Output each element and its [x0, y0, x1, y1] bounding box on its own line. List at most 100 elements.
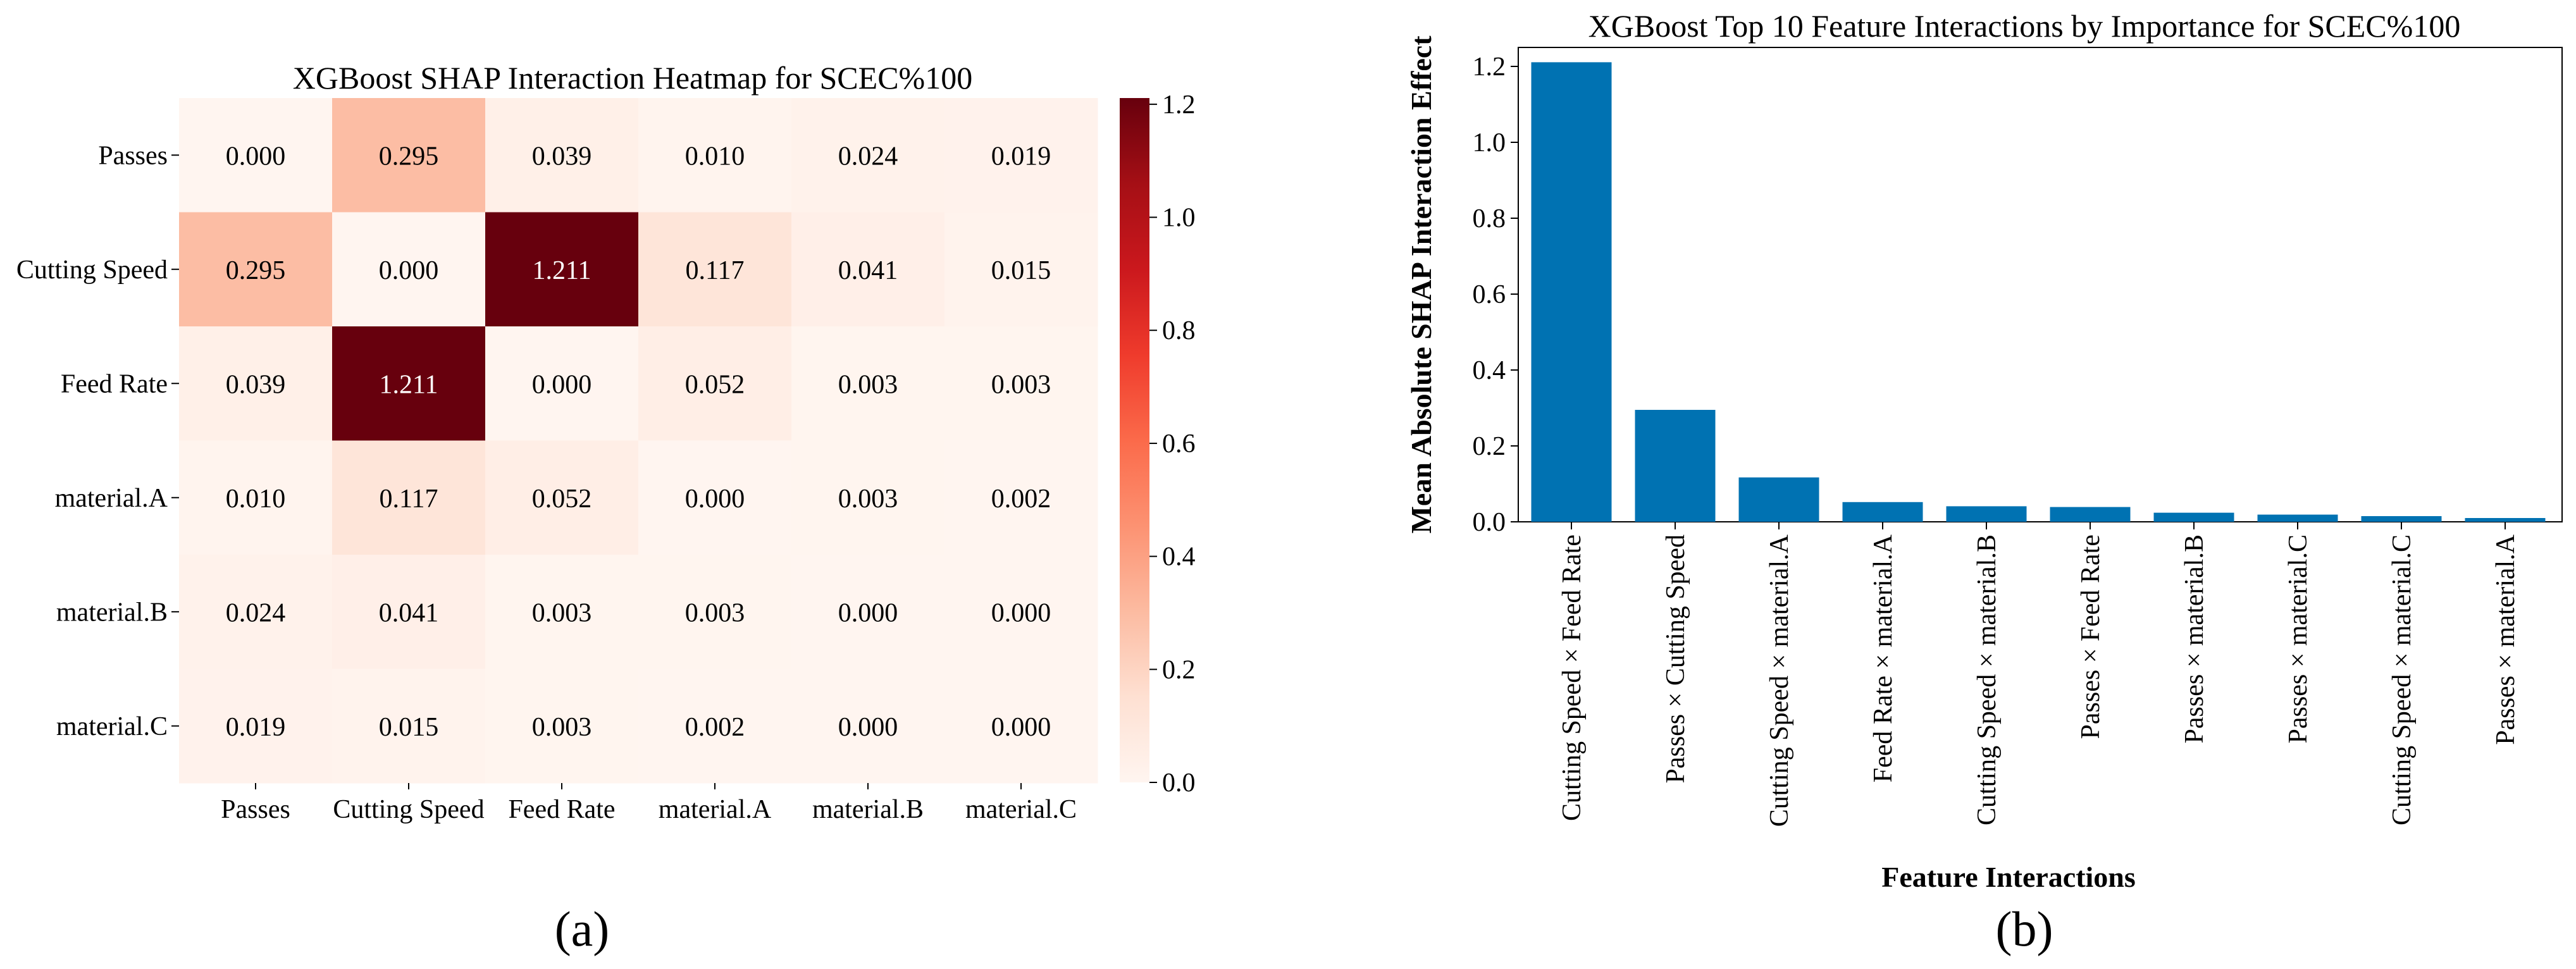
heatmap-cell — [179, 669, 333, 784]
heatmap-cell-label: 0.295 — [379, 142, 439, 171]
heatmap-cell-label: 0.000 — [685, 484, 745, 514]
heatmap-col-label: material.A — [659, 795, 772, 824]
heatmap-cell-label: 0.003 — [532, 713, 592, 742]
heatmap-cell-label: 1.211 — [380, 370, 438, 399]
heatmap-cell — [638, 440, 792, 555]
heatmap-cell-label: 0.003 — [532, 598, 592, 627]
bar-x-tick-label: Feed Rate × material.A — [1869, 534, 1898, 782]
heatmap-cell — [485, 555, 639, 669]
heatmap-colorbar: 0.0 0.2 0.4 0.6 0.8 1.0 1.2 — [1120, 90, 1196, 798]
colorbar-tick-label: 0.4 — [1162, 543, 1196, 572]
heatmap-cell-label: 0.041 — [379, 598, 439, 627]
bar — [1842, 502, 1923, 522]
heatmap-cell-label: 0.052 — [685, 370, 745, 399]
bar-plot-frame — [1518, 47, 2563, 522]
heatmap-cell — [944, 326, 1098, 441]
heatmap-cell-label: 0.041 — [838, 256, 898, 285]
bar-y-tick-label: 0.8 — [1473, 204, 1506, 233]
bar-chart-title: XGBoost Top 10 Feature Interactions by I… — [1588, 8, 2461, 44]
heatmap-row-label: Cutting Speed — [16, 256, 168, 285]
heatmap-cell — [179, 98, 333, 213]
bar-y-tick-label: 0.6 — [1473, 280, 1506, 309]
bar-x-tick-label: Passes × material.C — [2284, 534, 2313, 743]
heatmap-cell — [944, 555, 1098, 669]
bar — [1738, 477, 1819, 522]
heatmap-cell — [485, 212, 639, 327]
heatmap-cell-labels: 0.000 0.295 0.039 0.010 0.024 0.019 0.295 0.000… — [226, 142, 1051, 742]
bar — [2361, 516, 2442, 522]
bar — [2257, 514, 2338, 522]
heatmap-row-label: material.B — [56, 598, 168, 627]
bar-y-tick-label: 1.0 — [1473, 128, 1506, 157]
bar — [1635, 410, 1716, 522]
heatmap-cell-label: 1.211 — [533, 256, 591, 285]
bar-x-axis-label: Feature Interactions — [1881, 861, 2136, 893]
bar-y-tick-label: 1.2 — [1473, 52, 1506, 82]
heatmap-cell — [944, 669, 1098, 784]
heatmap-cell-label: 0.000 — [532, 370, 592, 399]
bar — [2153, 512, 2234, 522]
heatmap-cell-label: 0.003 — [838, 484, 898, 514]
heatmap-cell-label: 0.002 — [991, 484, 1051, 514]
colorbar-tick-label: 0.6 — [1162, 429, 1196, 459]
heatmap-cell-label: 0.000 — [838, 713, 898, 742]
heatmap-cell — [791, 98, 945, 213]
bar-x-tick-label: Cutting Speed × Feed Rate — [1557, 534, 1587, 821]
heatmap-row-label: Feed Rate — [61, 369, 168, 398]
heatmap-cell — [944, 440, 1098, 555]
heatmap-cell — [791, 669, 945, 784]
heatmap-cell — [944, 98, 1098, 213]
heatmap-cell — [791, 212, 945, 327]
heatmap-cell — [638, 98, 792, 213]
colorbar-gradient — [1120, 98, 1149, 782]
heatmap-cell-label: 0.003 — [838, 370, 898, 399]
heatmap-cell-label: 0.010 — [685, 142, 745, 171]
colorbar-ticks: 0.0 0.2 0.4 0.6 0.8 1.0 1.2 — [1149, 90, 1196, 798]
bar-x-tick-label: Passes × material.A — [2491, 534, 2520, 744]
heatmap-cell-label: 0.000 — [379, 256, 439, 285]
heatmap-cell-label: 0.000 — [838, 598, 898, 627]
heatmap-cell — [332, 212, 486, 327]
heatmap-cell — [638, 212, 792, 327]
bar-x-tick-label: Cutting Speed × material.C — [2387, 534, 2417, 825]
heatmap-panel: XGBoost SHAP Interaction Heatmap for SCE… — [16, 60, 1196, 956]
heatmap-cell-label: 0.003 — [685, 598, 745, 627]
bar-y-axis-label: Mean Absolute SHAP Interaction Effect — [1405, 35, 1437, 534]
heatmap-cell — [638, 669, 792, 784]
bar-x-tick-label: Cutting Speed × material.B — [1972, 534, 2002, 825]
heatmap-cell — [332, 326, 486, 441]
bar — [1946, 506, 2027, 522]
heatmap-cell — [791, 326, 945, 441]
heatmap-cell — [332, 440, 486, 555]
bar — [2465, 518, 2546, 522]
colorbar-tick-label: 0.0 — [1162, 768, 1196, 798]
bar-x-tick-labels: Cutting Speed × Feed Rate Passes × Cuttin… — [1557, 522, 2520, 827]
bar-x-tick-label: Cutting Speed × material.A — [1765, 534, 1794, 827]
panel-label-a: (a) — [555, 901, 610, 956]
heatmap-cell-label: 0.117 — [380, 484, 438, 514]
bar-y-tick-label: 0.4 — [1473, 356, 1506, 385]
colorbar-tick-label: 1.2 — [1162, 90, 1196, 120]
bar-marks — [1531, 62, 2546, 522]
heatmap-cell — [179, 440, 333, 555]
heatmap-cell-label: 0.039 — [532, 142, 592, 171]
heatmap-cell-label: 0.295 — [226, 256, 286, 285]
heatmap-row-label: Passes — [98, 141, 168, 170]
heatmap-cell — [485, 440, 639, 555]
heatmap-col-labels: Passes Cutting Speed Feed Rate material.A ma… — [221, 783, 1077, 824]
heatmap-col-label: Feed Rate — [508, 795, 615, 824]
heatmap-cell-label: 0.024 — [226, 598, 286, 627]
heatmap-cell-label: 0.052 — [532, 484, 592, 514]
heatmap-col-label: Passes — [221, 795, 290, 824]
colorbar-tick-label: 1.0 — [1162, 204, 1196, 233]
bar-x-tick-label: Passes × material.B — [2180, 534, 2209, 743]
colorbar-tick-label: 0.8 — [1162, 316, 1196, 345]
heatmap-cell-label: 0.002 — [685, 713, 745, 742]
heatmap-cell — [485, 669, 639, 784]
bar — [1531, 62, 1612, 522]
heatmap-cell — [485, 98, 639, 213]
bar-x-tick-label: Passes × Feed Rate — [2076, 534, 2105, 739]
heatmap-cell-label: 0.010 — [226, 484, 286, 514]
bar-chart-panel: XGBoost Top 10 Feature Interactions by I… — [1405, 8, 2563, 956]
